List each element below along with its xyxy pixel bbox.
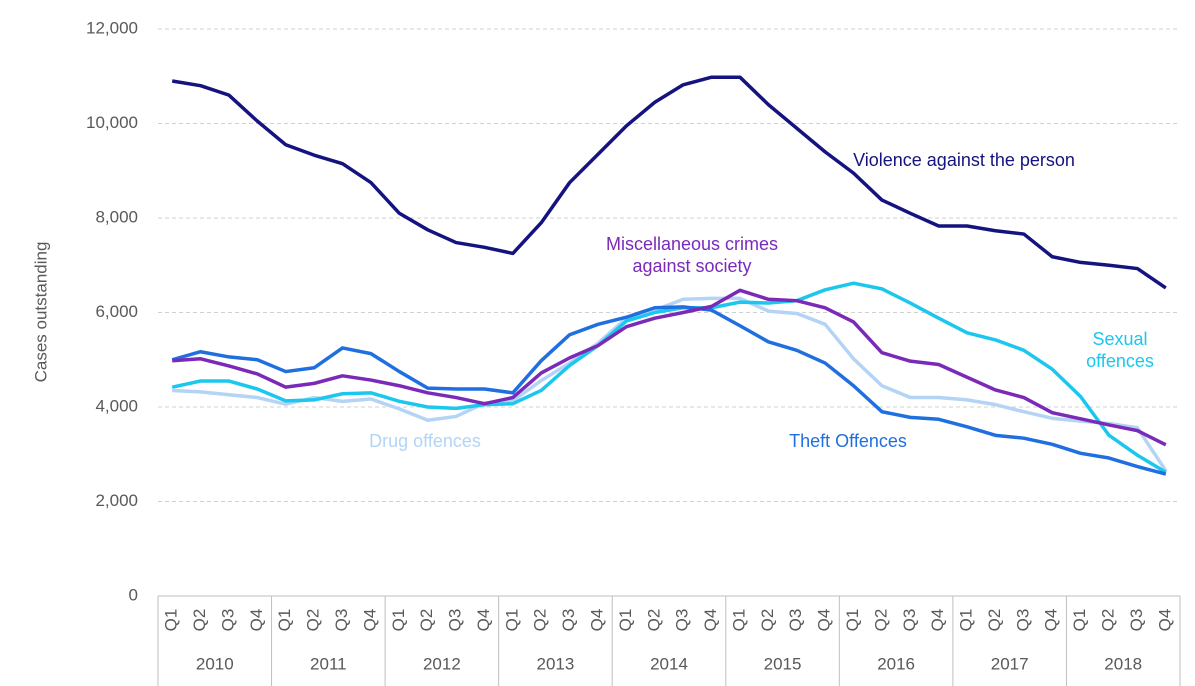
x-tick-label: Q3 [673,609,692,632]
series-label: Sexual offences [1086,329,1154,371]
x-tick-label: Q4 [247,609,266,632]
x-tick-label: Q1 [729,609,748,632]
y-tick-label: 12,000 [86,18,138,37]
x-tick-label: Q1 [843,609,862,632]
x-tick-label: Q1 [275,609,294,632]
x-tick-label: Q2 [1099,609,1118,632]
x-tick-label: Q4 [928,609,947,632]
x-tick-label: Q2 [871,609,890,632]
y-tick-label: 6,000 [95,302,138,321]
x-tick-label: Q1 [502,609,521,632]
y-axis-label: Cases outstanding [31,242,50,383]
x-tick-label: Q4 [474,609,493,632]
series-line [172,296,1168,472]
x-tick-label: Q1 [616,609,635,632]
series-line [172,288,1167,447]
x-tick-label: Q1 [1070,609,1089,632]
y-tick-label: 0 [129,585,138,604]
group-label: 2018 [1104,654,1142,673]
x-tick-label: Q2 [304,609,323,632]
series-line [171,305,1167,476]
group-label: 2015 [764,654,802,673]
series-label: Theft Offences [789,431,907,451]
group-label: 2017 [991,654,1029,673]
x-tick-label: Q3 [786,609,805,632]
group-label: 2014 [650,654,688,673]
series-label: Violence against the person [853,150,1075,170]
x-tick-label: Q3 [559,609,578,632]
group-label: 2010 [196,654,234,673]
x-tick-label: Q4 [1042,609,1061,632]
x-tick-label: Q2 [531,609,550,632]
y-tick-label: 4,000 [95,396,138,415]
series-line [171,75,1167,290]
group-label: 2012 [423,654,461,673]
group-label: 2016 [877,654,915,673]
group-label: 2013 [537,654,575,673]
x-tick-label: Q4 [815,609,834,632]
x-tick-label: Q3 [446,609,465,632]
x-tick-label: Q2 [758,609,777,632]
y-tick-label: 8,000 [95,207,138,226]
x-tick-label: Q3 [332,609,351,632]
x-tick-label: Q1 [389,609,408,632]
x-tick-label: Q2 [190,609,209,632]
x-tick-label: Q3 [218,609,237,632]
series-line [171,281,1167,474]
x-tick-label: Q4 [701,609,720,632]
x-tick-label: Q3 [1127,609,1146,632]
x-tick-label: Q1 [957,609,976,632]
x-tick-label: Q4 [1155,609,1174,632]
x-tick-label: Q4 [588,609,607,632]
x-tick-label: Q1 [162,609,181,632]
x-tick-label: Q4 [360,609,379,632]
x-tick-label: Q2 [417,609,436,632]
group-label: 2011 [310,654,347,673]
series-label: Miscellaneous crimes against society [605,234,779,276]
x-tick-label: Q2 [644,609,663,632]
y-tick-label: 10,000 [86,113,138,132]
x-tick-label: Q3 [1013,609,1032,632]
series-label: Drug offences [369,431,481,451]
x-tick-label: Q3 [900,609,919,632]
x-tick-label: Q2 [985,609,1004,632]
y-tick-label: 2,000 [95,491,138,510]
